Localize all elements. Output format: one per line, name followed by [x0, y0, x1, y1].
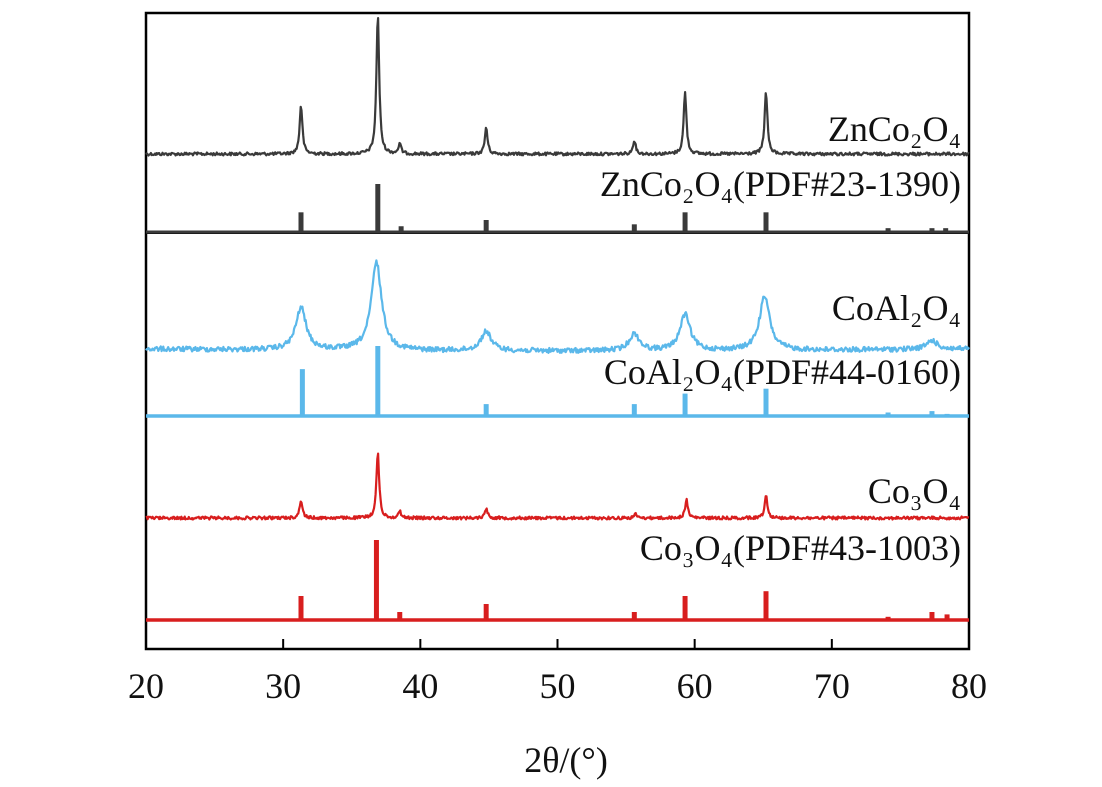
x-tick-label-3: 50	[540, 666, 576, 706]
x-tick-label-5: 70	[814, 666, 850, 706]
series-2-label: CoAl₂O₄	[832, 288, 961, 328]
series-5-label: Co₃O₄(PDF#43-1003)	[640, 528, 961, 568]
x-tick-label-4: 60	[677, 666, 713, 706]
series-0-label: ZnCo₂O₄	[828, 109, 961, 149]
series-3-label: CoAl₂O₄(PDF#44-0160)	[604, 352, 961, 392]
series-2-pattern-line	[145, 259, 970, 354]
series-labels: ZnCo₂O₄ ZnCo₂O₄(PDF#23-1390) CoAl₂O₄ CoAl₂O…	[600, 109, 961, 568]
x-tick-label-2: 40	[402, 666, 438, 706]
series-4-label: Co₃O₄	[868, 471, 961, 511]
series-4-pattern-line	[145, 452, 970, 521]
x-axis-ticks: 20 30 40 50 60 70 80	[128, 639, 987, 706]
x-axis-label: 2θ/(°)	[524, 740, 608, 780]
x-tick-label-6: 80	[951, 666, 987, 706]
x-tick-label-0: 20	[128, 666, 164, 706]
traces-layer	[145, 17, 970, 622]
series-1-label: ZnCo₂O₄(PDF#23-1390)	[600, 164, 961, 204]
series-0-pattern-line	[145, 17, 970, 157]
x-tick-label-1: 30	[265, 666, 301, 706]
